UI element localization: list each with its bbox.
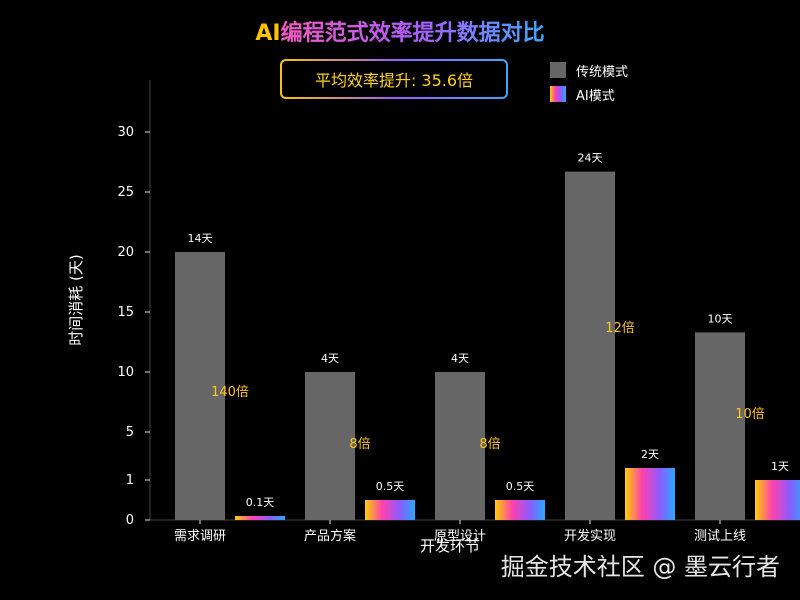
x-tick-label: 原型设计: [434, 529, 486, 544]
y-tick-label: 30: [117, 125, 134, 140]
bar-ai: [365, 500, 415, 520]
y-tick-label: 15: [117, 305, 134, 320]
bar-label-ai: 0.5天: [506, 480, 535, 493]
bar-traditional: [305, 372, 355, 520]
legend-item-ai: AI模式: [550, 82, 628, 106]
bar-label-traditional: 4天: [321, 352, 339, 365]
x-tick-label: 测试上线: [694, 529, 746, 544]
y-tick-label: 10: [117, 365, 134, 380]
bar-traditional: [175, 252, 225, 520]
x-axis-label: 开发环节: [420, 537, 480, 555]
bar-traditional: [565, 171, 615, 520]
bar-ai: [755, 480, 800, 520]
legend-swatch-traditional: [550, 62, 566, 78]
multiplier-label: 12倍: [605, 321, 635, 336]
bar-traditional: [695, 332, 745, 520]
bar-label-traditional: 24天: [578, 152, 603, 165]
y-tick-label: 1: [126, 473, 134, 488]
x-tick-label: 需求调研: [174, 529, 226, 544]
summary-box: 平均效率提升: 35.6倍: [280, 59, 508, 99]
summary-label: 平均效率提升: 35.6倍: [314, 71, 474, 90]
bar-traditional: [435, 372, 485, 520]
legend-label-ai: AI模式: [576, 88, 615, 104]
y-tick-label: 25: [117, 185, 134, 200]
bar-ai: [625, 468, 675, 520]
bar-label-ai: 0.1天: [246, 496, 275, 509]
multiplier-label: 8倍: [349, 437, 370, 452]
chart-title: AI编程范式效率提升数据对比: [255, 20, 544, 46]
watermark: 掘金技术社区 @ 墨云行者: [500, 553, 780, 581]
bar-ai: [495, 500, 545, 520]
bar-label-ai: 2天: [641, 448, 659, 461]
bars: 14天 0.1天 140倍 4天 0.5天 8倍 4天 0.5天 8倍 24天 2天 12倍 10天 1天…: [175, 152, 800, 520]
legend-swatch-ai: [550, 86, 566, 102]
y-axis-label: 时间消耗 (天): [67, 254, 85, 345]
legend-label-traditional: 传统模式: [576, 64, 629, 80]
chart-title-rest: 编程范式效率提升数据对比: [281, 20, 545, 46]
legend: 传统模式 AI模式: [550, 58, 628, 106]
y-tick-label: 20: [117, 245, 134, 260]
bar-label-ai: 1天: [771, 460, 789, 473]
y-tick-label: 0: [126, 513, 134, 528]
bar-label-traditional: 4天: [451, 352, 469, 365]
bar-label-ai: 0.5天: [376, 480, 405, 493]
multiplier-label: 140倍: [211, 385, 249, 400]
chart-title-prefix: AI: [255, 21, 280, 46]
y-tick-label: 5: [126, 425, 134, 440]
multiplier-label: 8倍: [479, 437, 500, 452]
bar-label-traditional: 14天: [188, 232, 213, 245]
bar-label-traditional: 10天: [708, 312, 733, 325]
x-tick-label: 开发实现: [564, 528, 616, 544]
bar-ai: [235, 516, 285, 520]
x-tick-label: 产品方案: [304, 528, 356, 544]
legend-item-traditional: 传统模式: [550, 58, 628, 82]
multiplier-label: 10倍: [735, 407, 765, 422]
